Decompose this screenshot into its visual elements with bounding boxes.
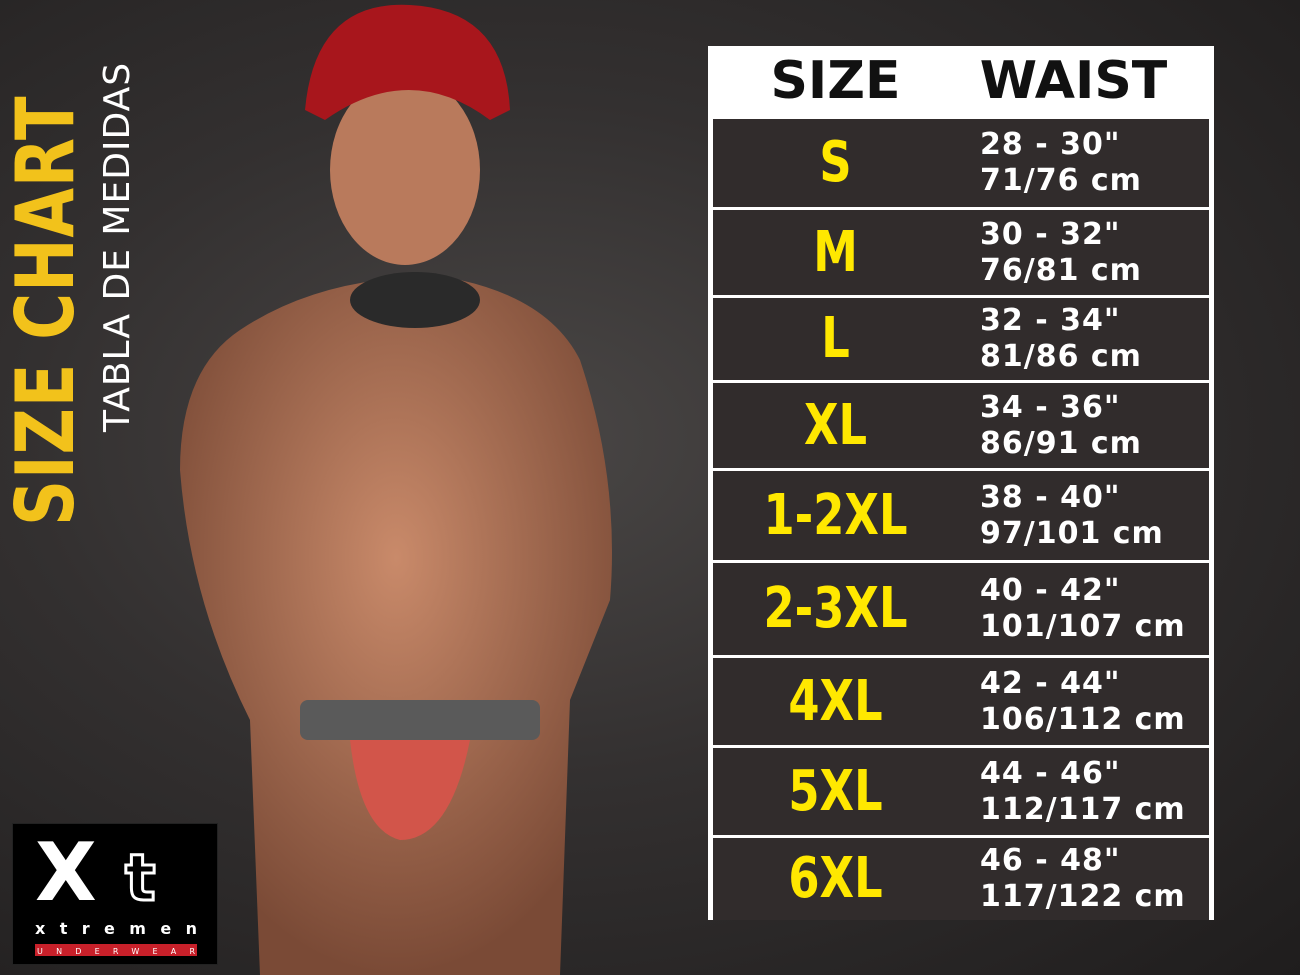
waist-value: 40 - 42" 101/107 cm: [958, 573, 1209, 645]
table-row: S 28 - 30" 71/76 cm: [713, 119, 1209, 207]
waist-cm: 86/91 cm: [980, 425, 1142, 461]
svg-text:X: X: [35, 826, 97, 919]
size-label: L: [821, 306, 850, 371]
size-label: 5XL: [788, 758, 883, 824]
waist-cm: 71/76 cm: [980, 163, 1142, 198]
waist-value: 44 - 46" 112/117 cm: [958, 756, 1209, 828]
xtremen-logo: X t xtremen UNDERWEAR: [12, 823, 218, 965]
waist-inches: 32 - 34": [980, 303, 1121, 338]
size-label: S: [819, 130, 852, 195]
size-table: SIZE WAIST S 28 - 30" 71/76 cm M 30 - 32" 7…: [708, 46, 1214, 920]
table-row: M 30 - 32" 76/81 cm: [713, 210, 1209, 295]
size-label: 4XL: [788, 668, 883, 734]
table-row: 5XL 44 - 46" 112/117 cm: [713, 748, 1209, 835]
waist-cm: 81/86 cm: [980, 339, 1142, 374]
waist-cm: 112/117 cm: [980, 791, 1186, 827]
waist-value: 30 - 32" 76/81 cm: [958, 217, 1209, 289]
table-row: 2-3XL 40 - 42" 101/107 cm: [713, 563, 1209, 655]
waist-inches: 40 - 42": [980, 573, 1121, 608]
waist-inches: 34 - 36": [980, 389, 1121, 425]
waist-value: 28 - 30" 71/76 cm: [958, 127, 1209, 199]
waist-inches: 28 - 30": [980, 127, 1121, 162]
size-label: 1-2XL: [763, 482, 908, 548]
waist-value: 38 - 40" 97/101 cm: [958, 480, 1209, 552]
header-waist: WAIST: [979, 51, 1168, 111]
svg-text:UNDERWEAR: UNDERWEAR: [37, 947, 195, 956]
waist-inches: 42 - 44": [980, 665, 1121, 701]
model-photo: [180, 4, 612, 975]
waist-value: 46 - 48" 117/122 cm: [958, 843, 1209, 915]
table-row: 4XL 42 - 44" 106/112 cm: [713, 658, 1209, 745]
size-label: 2-3XL: [763, 576, 908, 641]
size-label: 6XL: [788, 846, 883, 911]
table-row: L 32 - 34" 81/86 cm: [713, 298, 1209, 380]
waist-cm: 97/101 cm: [980, 515, 1164, 551]
waist-value: 34 - 36" 86/91 cm: [958, 390, 1209, 462]
waist-inches: 38 - 40": [980, 479, 1121, 515]
size-label: M: [813, 219, 858, 285]
waist-value: 42 - 44" 106/112 cm: [958, 666, 1209, 738]
svg-text:t: t: [125, 842, 156, 916]
size-chart-subtitle: TABLA DE MEDIDAS: [97, 61, 138, 432]
waist-inches: 46 - 48": [980, 843, 1121, 878]
waist-inches: 44 - 46": [980, 755, 1121, 791]
size-chart-title: SIZE CHART: [0, 95, 92, 526]
size-label: XL: [803, 392, 868, 458]
waist-cm: 106/112 cm: [980, 701, 1186, 737]
waist-cm: 117/122 cm: [980, 879, 1186, 914]
table-row: 6XL 46 - 48" 117/122 cm: [713, 838, 1209, 920]
table-row: XL 34 - 36" 86/91 cm: [713, 383, 1209, 468]
waist-cm: 76/81 cm: [980, 252, 1142, 288]
header-size: SIZE: [770, 51, 901, 111]
waist-inches: 30 - 32": [980, 216, 1121, 252]
svg-text:xtremen: xtremen: [35, 919, 197, 938]
waist-cm: 101/107 cm: [980, 609, 1186, 644]
table-row: 1-2XL 38 - 40" 97/101 cm: [713, 471, 1209, 560]
waist-value: 32 - 34" 81/86 cm: [958, 303, 1209, 375]
helmet: [305, 4, 510, 120]
table-header: SIZE WAIST: [713, 46, 1209, 116]
